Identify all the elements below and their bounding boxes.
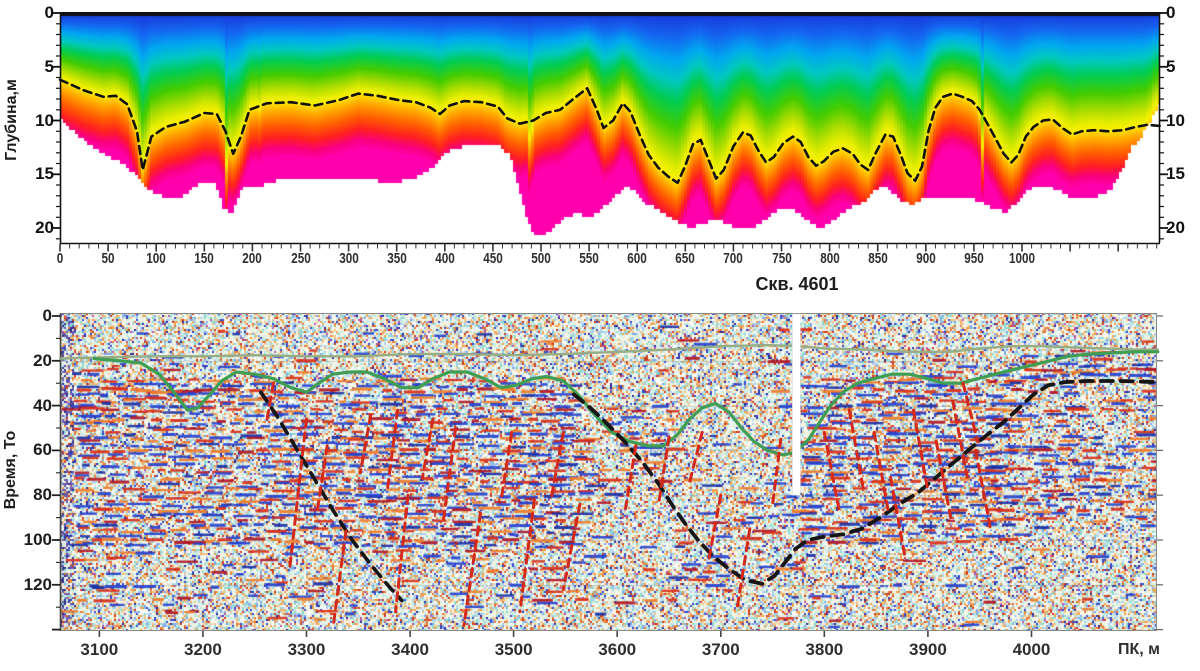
tick-label: 900 bbox=[916, 250, 936, 267]
tick-label: 600 bbox=[627, 250, 647, 267]
borehole-label: Скв. 4601 bbox=[755, 274, 839, 294]
tick-label: 40 bbox=[33, 395, 52, 415]
tick-label: 50 bbox=[101, 250, 115, 267]
tick-label: 3700 bbox=[701, 640, 740, 659]
tick-label: 200 bbox=[242, 250, 263, 267]
tick-label: 950 bbox=[964, 250, 984, 267]
tick-label: 15 bbox=[1166, 164, 1185, 184]
tick-label: 3100 bbox=[80, 640, 119, 659]
top-panel-y-axis-title: Глубина,м bbox=[3, 79, 20, 161]
tick-label: 10 bbox=[35, 110, 54, 130]
seismic-section-canvas bbox=[60, 313, 1157, 631]
tick-label: 3800 bbox=[805, 640, 844, 659]
tick-label: 15 bbox=[35, 164, 54, 184]
tick-label: 20 bbox=[1166, 218, 1185, 237]
tick-label: 80 bbox=[33, 485, 52, 505]
tick-label: 3400 bbox=[391, 640, 429, 659]
tick-label: 400 bbox=[435, 250, 455, 267]
tick-label: 4000 bbox=[1012, 640, 1051, 659]
tick-label: 60 bbox=[33, 440, 52, 460]
tick-label: 3200 bbox=[184, 640, 222, 659]
tick-label: 20 bbox=[33, 350, 52, 370]
tick-label: 120 bbox=[23, 574, 52, 594]
tick-label: 100 bbox=[23, 530, 52, 549]
tick-label: 3600 bbox=[598, 640, 637, 659]
tick-label: 250 bbox=[290, 250, 311, 267]
tick-label: 700 bbox=[723, 250, 744, 267]
tick-label: 100 bbox=[146, 250, 166, 267]
tick-label: 550 bbox=[579, 250, 599, 267]
tick-label: 850 bbox=[867, 250, 888, 267]
tick-label: 500 bbox=[531, 250, 551, 267]
tick-label: 650 bbox=[675, 250, 696, 267]
tick-label: 450 bbox=[483, 250, 503, 267]
tick-label: 350 bbox=[386, 250, 407, 267]
tick-label: 3500 bbox=[494, 640, 533, 659]
tick-label: 10 bbox=[1166, 110, 1185, 130]
tick-label: 20 bbox=[35, 218, 54, 237]
tick-label: 5 bbox=[44, 56, 54, 76]
tick-label: 1000 bbox=[1008, 250, 1036, 267]
bottom-panel-x-axis-title: ПК, м bbox=[1118, 641, 1160, 658]
tick-label: 0 bbox=[1166, 3, 1176, 22]
tick-label: 300 bbox=[338, 250, 359, 267]
tick-label: 150 bbox=[194, 250, 215, 267]
tick-label: 5 bbox=[1166, 56, 1176, 76]
tick-label: 0 bbox=[56, 250, 64, 267]
tick-label: 3300 bbox=[287, 640, 326, 659]
tick-label: 3900 bbox=[908, 640, 947, 659]
tick-label: 0 bbox=[44, 3, 54, 22]
tick-label: 800 bbox=[819, 250, 840, 267]
tick-label: 750 bbox=[771, 250, 792, 267]
tick-label: 0 bbox=[42, 306, 52, 325]
resistivity-section-canvas bbox=[60, 12, 1160, 242]
